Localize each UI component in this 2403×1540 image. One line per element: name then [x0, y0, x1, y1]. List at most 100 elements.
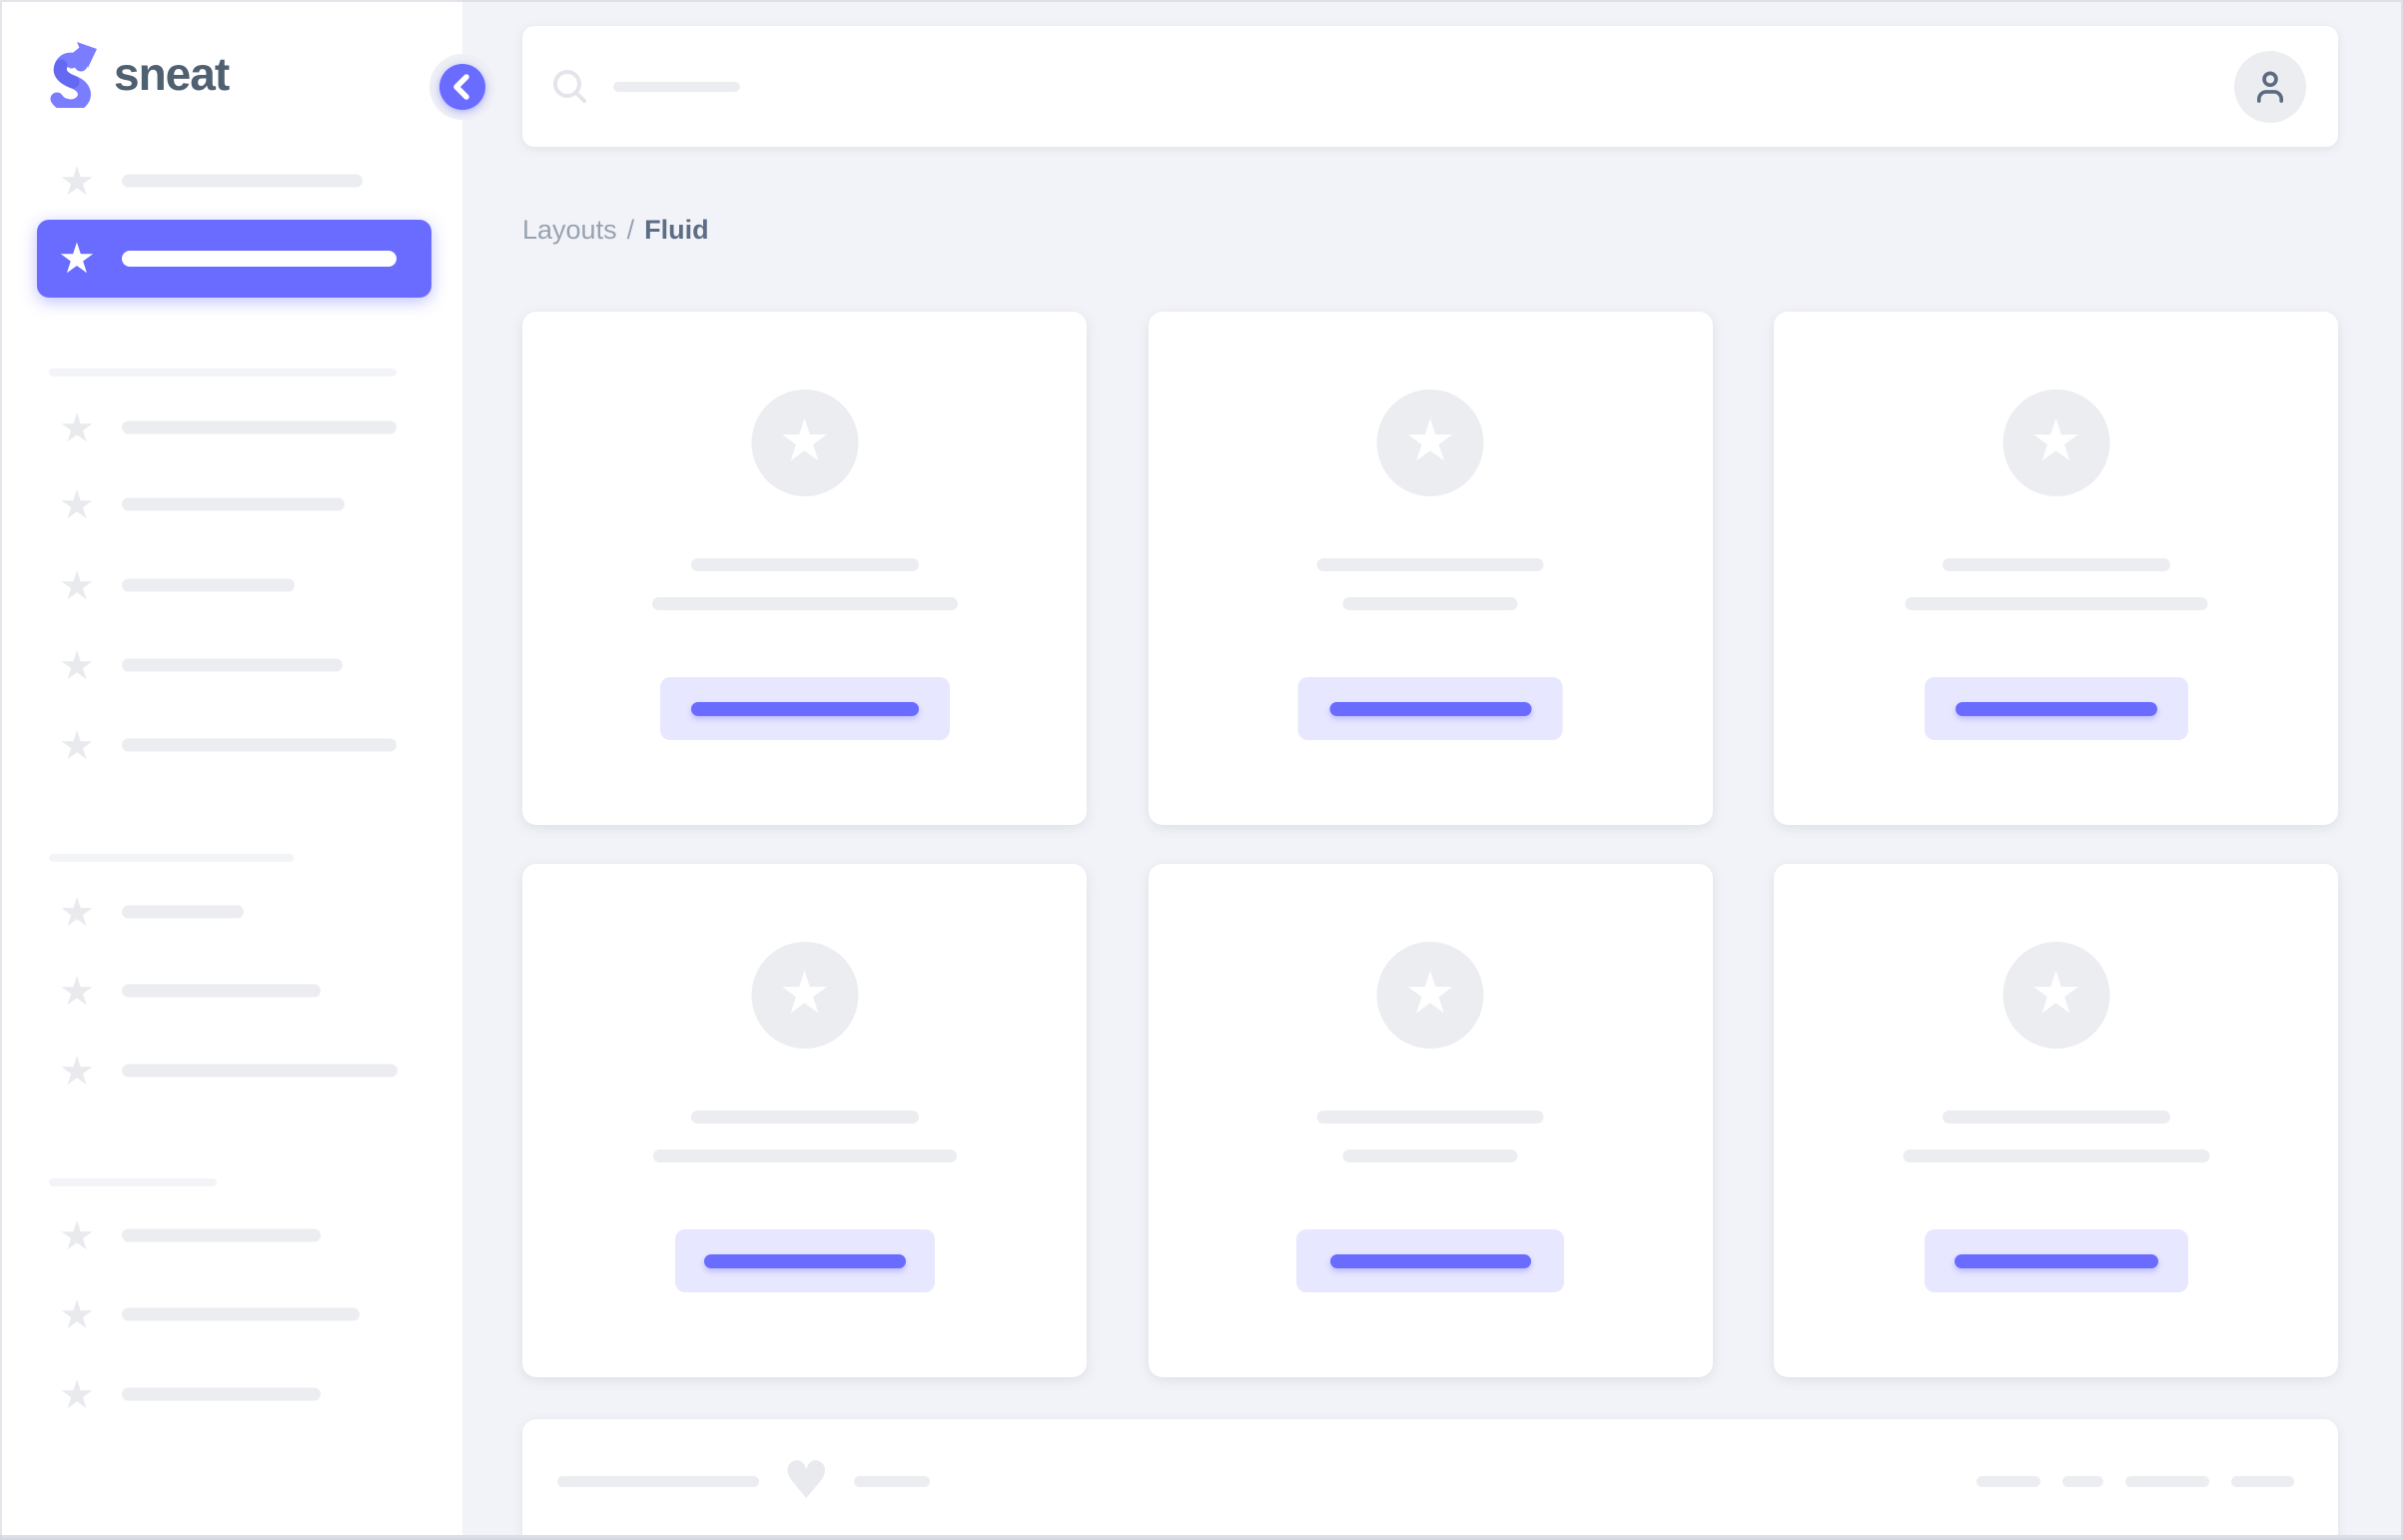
skeleton-bar	[853, 1475, 930, 1487]
star-icon: ★	[2029, 405, 2082, 474]
button-label-bar	[690, 701, 919, 716]
star-icon: ★	[59, 1049, 95, 1095]
skeleton-bar	[651, 597, 958, 610]
skeleton-bar	[1905, 597, 2207, 610]
skeleton-bar	[1316, 558, 1544, 571]
button-label-bar	[1329, 1253, 1531, 1268]
sneat-logo-icon	[50, 42, 97, 108]
collapse-button-circle	[439, 64, 485, 110]
skeleton-bar	[1903, 1150, 2209, 1162]
star-icon: ★	[59, 159, 95, 205]
sidebar-item-skeleton[interactable]: ★	[0, 405, 439, 451]
user-icon	[2256, 71, 2284, 103]
content-card: ★	[1148, 312, 1713, 825]
search-bar-card	[522, 26, 2338, 147]
brand[interactable]: sneat	[47, 40, 230, 108]
skeleton-bar	[122, 174, 363, 188]
button-label-bar	[1329, 701, 1531, 716]
sidebar-item-skeleton[interactable]: ★	[0, 890, 439, 936]
sidebar-item-skeleton[interactable]: ★	[0, 643, 439, 689]
button-placeholder[interactable]	[1297, 677, 1563, 740]
skeleton-bar	[690, 558, 919, 571]
content-card: ★	[522, 864, 1087, 1377]
search-input-placeholder[interactable]	[613, 81, 740, 92]
content-card: ★	[1148, 864, 1713, 1377]
sidebar-item-skeleton[interactable]: ★	[0, 482, 439, 528]
sidebar: sneat ★ ★ ★ ★ ★ ★ ★ ★ ★ ★ ★ ★ ★	[0, 0, 495, 1540]
pagination-bar-placeholder[interactable]	[2125, 1475, 2209, 1487]
sidebar-item-skeleton[interactable]: ★	[0, 1292, 439, 1338]
brand-name: sneat	[114, 48, 230, 100]
avatar-circle: ★	[751, 942, 858, 1049]
search-icon[interactable]	[551, 68, 589, 106]
sidebar-item-skeleton[interactable]: ★	[0, 723, 439, 769]
avatar-circle: ★	[1376, 389, 1484, 496]
star-icon: ★	[59, 563, 95, 609]
skeleton-bar	[122, 658, 343, 672]
sidebar-section-divider	[49, 369, 397, 377]
avatar-circle: ★	[2002, 389, 2109, 496]
sidebar-section-divider	[49, 854, 294, 862]
button-placeholder[interactable]	[1924, 1229, 2188, 1292]
star-icon: ★	[1404, 405, 1456, 474]
avatar-circle: ★	[751, 389, 858, 496]
user-avatar[interactable]	[2234, 50, 2306, 123]
pagination-bar-placeholder[interactable]	[2062, 1475, 2103, 1487]
pagination-bar-placeholder[interactable]	[2231, 1475, 2294, 1487]
button-placeholder[interactable]	[1296, 1229, 1564, 1292]
star-icon: ★	[59, 1213, 95, 1259]
sidebar-collapse-button[interactable]	[429, 54, 495, 120]
sidebar-item-skeleton[interactable]: ★	[0, 970, 439, 1014]
star-icon: ★	[59, 890, 95, 936]
cards-grid: ★ ★ ★ ★ ★ ★	[522, 312, 2338, 1377]
skeleton-bar	[122, 251, 397, 267]
avatar-circle: ★	[1376, 942, 1484, 1049]
skeleton-bar	[122, 1307, 360, 1321]
sidebar-item-skeleton[interactable]: ★	[0, 1049, 439, 1095]
sidebar-menu: ★ ★ ★ ★ ★ ★ ★ ★ ★ ★ ★ ★ ★	[0, 0, 462, 1540]
button-label-bar	[1954, 1253, 2158, 1268]
skeleton-bar	[122, 420, 397, 434]
star-icon: ★	[59, 643, 95, 689]
skeleton-bar	[1316, 1111, 1544, 1124]
button-placeholder[interactable]	[1924, 677, 2188, 740]
heart-icon[interactable]: ♥	[783, 1451, 830, 1511]
content-card: ★	[1774, 312, 2338, 825]
sidebar-item-skeleton[interactable]: ★	[0, 563, 439, 609]
skeleton-bar	[122, 578, 295, 592]
skeleton-bar	[1942, 1111, 2170, 1124]
skeleton-bar	[122, 1387, 321, 1401]
breadcrumb-current: Fluid	[644, 215, 709, 245]
breadcrumb: Layouts / Fluid	[522, 212, 709, 248]
skeleton-bar	[557, 1475, 759, 1487]
sidebar-section-divider	[49, 1178, 217, 1186]
skeleton-bar	[1942, 558, 2170, 571]
skeleton-bar	[652, 1150, 957, 1162]
star-icon: ★	[59, 482, 95, 528]
button-label-bar	[703, 1253, 906, 1268]
button-placeholder[interactable]	[674, 1229, 935, 1292]
breadcrumb-separator: /	[626, 215, 635, 245]
button-placeholder[interactable]	[659, 677, 950, 740]
skeleton-bar	[1342, 597, 1518, 610]
content-card: ★	[522, 312, 1087, 825]
pagination-bar-placeholder[interactable]	[1977, 1475, 2040, 1487]
star-icon: ★	[59, 1372, 95, 1418]
chevron-left-icon	[453, 74, 469, 100]
star-icon: ★	[59, 405, 95, 451]
button-label-bar	[1955, 701, 2157, 716]
avatar-circle: ★	[2002, 942, 2109, 1049]
bottom-card: ♥	[522, 1419, 2338, 1540]
bottom-card-pagination-group	[1977, 1475, 2294, 1487]
sidebar-item-skeleton[interactable]: ★	[0, 159, 439, 205]
breadcrumb-parent[interactable]: Layouts	[522, 215, 617, 245]
bottom-card-left-group: ♥	[557, 1455, 930, 1507]
star-icon: ★	[59, 1292, 95, 1338]
main-content: Layouts / Fluid ★ ★ ★ ★ ★ ★ ♥	[522, 0, 2338, 1540]
star-icon: ★	[59, 723, 95, 769]
sidebar-item-active[interactable]: ★	[37, 220, 431, 298]
sidebar-item-skeleton[interactable]: ★	[0, 1372, 439, 1418]
sidebar-item-skeleton[interactable]: ★	[0, 1213, 439, 1259]
content-card: ★	[1774, 864, 2338, 1377]
